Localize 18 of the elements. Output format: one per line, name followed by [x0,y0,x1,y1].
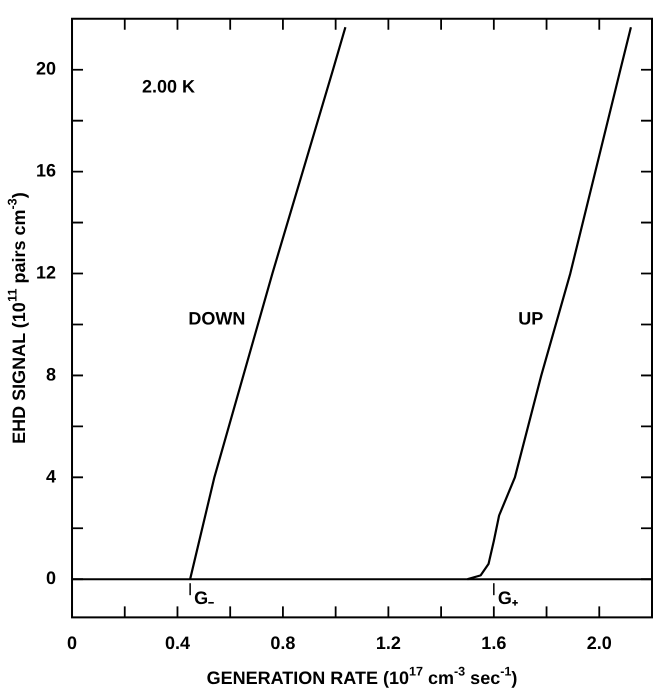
y-tick-label: 8 [46,364,56,384]
x-tick-label: 0.4 [164,633,190,654]
y-tick-label: 20 [36,58,56,79]
y-tick-label: 0 [46,568,56,588]
y-tick-label: 16 [36,160,56,181]
y-tick-label: 4 [46,466,56,486]
series-label: UP [518,308,544,328]
annotation: G₊ [498,588,518,608]
x-tick-label: 1.6 [481,633,506,654]
x-tick-label: 0.8 [270,633,296,654]
x-tick-label: 2.0 [586,633,612,654]
x-tick-label: 0 [67,633,78,654]
series-label: DOWN [188,308,246,328]
annotation: 2.00 K [142,76,196,97]
y-tick-label: 12 [36,262,56,282]
x-tick-label: 1.2 [376,633,401,654]
y-axis-title: EHD SIGNAL (1011 pairs cm-3) [5,192,29,444]
annotation: G₋ [194,588,214,608]
